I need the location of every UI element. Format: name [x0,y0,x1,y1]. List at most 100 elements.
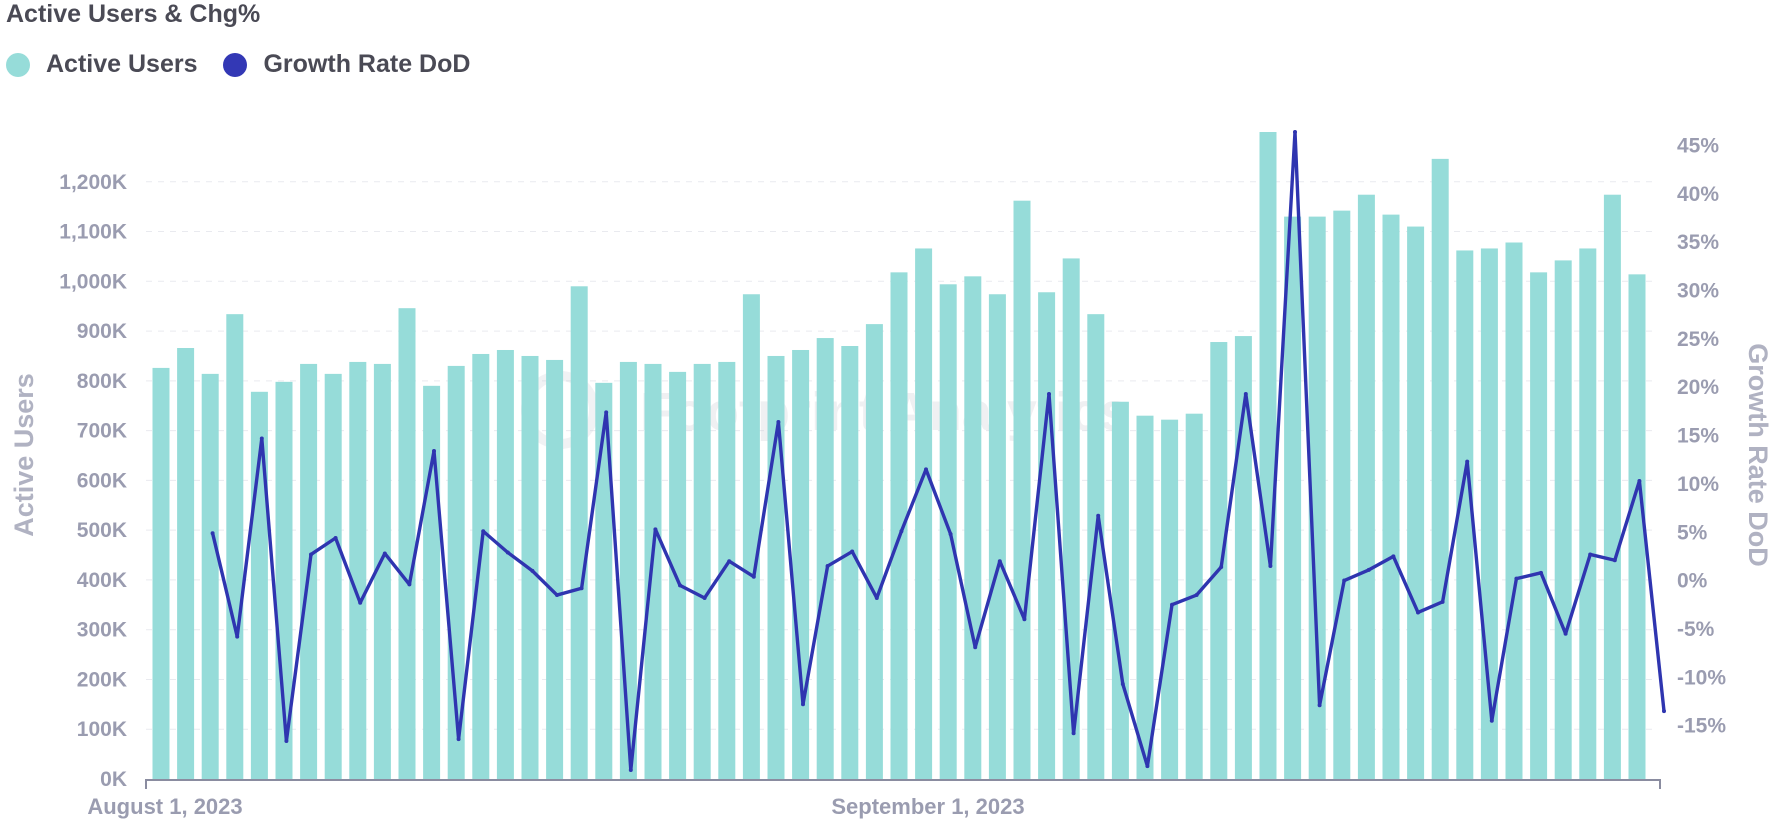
growth-rate-point[interactable] [874,595,879,600]
active-users-bar[interactable] [988,294,1006,779]
active-users-bar[interactable] [595,382,613,779]
growth-rate-point[interactable] [727,559,732,564]
growth-rate-point[interactable] [259,436,264,441]
active-users-bar[interactable] [373,363,391,779]
growth-rate-point[interactable] [1022,617,1027,622]
growth-rate-point[interactable] [530,568,535,573]
growth-rate-point[interactable] [850,549,855,554]
growth-rate-point[interactable] [382,551,387,556]
growth-rate-point[interactable] [1342,578,1347,583]
growth-rate-point[interactable] [1194,593,1199,598]
growth-rate-point[interactable] [973,645,978,650]
active-users-bar[interactable] [1111,401,1129,779]
growth-rate-point[interactable] [801,702,805,707]
growth-rate-point[interactable] [358,600,363,605]
growth-rate-point[interactable] [555,593,559,598]
active-users-bar[interactable] [1210,342,1228,779]
active-users-bar[interactable] [964,276,982,779]
growth-rate-point[interactable] [653,527,658,532]
growth-rate-point[interactable] [1293,130,1297,134]
active-users-bar[interactable] [1333,210,1351,780]
active-users-bar[interactable] [742,294,760,779]
growth-rate-point[interactable] [678,583,682,588]
growth-rate-point[interactable] [1514,576,1519,581]
growth-rate-point[interactable] [604,410,609,415]
active-users-bar[interactable] [1013,200,1031,780]
active-users-bar[interactable] [792,349,810,779]
growth-rate-point[interactable] [1317,703,1322,708]
active-users-bar[interactable] [1554,260,1572,779]
active-users-bar[interactable] [1603,194,1621,779]
growth-rate-point[interactable] [1120,681,1125,686]
active-users-bar[interactable] [644,363,662,779]
active-users-bar[interactable] [693,363,711,779]
active-users-bar[interactable] [177,347,195,779]
growth-rate-point[interactable] [628,768,633,773]
active-users-bar[interactable] [1308,216,1326,780]
growth-rate-point[interactable] [1145,764,1150,769]
active-users-bar[interactable] [1407,226,1425,780]
active-users-bar[interactable] [1382,214,1400,779]
active-users-bar[interactable] [472,353,490,779]
active-users-bar[interactable] [423,385,441,779]
growth-rate-point[interactable] [1612,558,1617,563]
growth-rate-point[interactable] [997,559,1002,564]
growth-rate-point[interactable] [899,529,904,534]
growth-rate-point[interactable] [1465,459,1470,464]
growth-rate-point[interactable] [235,634,240,639]
growth-rate-point[interactable] [407,582,412,587]
growth-rate-point[interactable] [1539,570,1543,575]
active-users-bar[interactable] [1284,216,1302,780]
growth-rate-point[interactable] [481,529,486,534]
active-users-bar[interactable] [1579,248,1597,779]
growth-rate-point[interactable] [1366,567,1371,572]
growth-rate-point[interactable] [1440,599,1445,604]
growth-rate-point[interactable] [1243,391,1248,396]
growth-rate-point[interactable] [309,552,313,557]
growth-rate-point[interactable] [579,586,584,591]
growth-rate-point[interactable] [1563,631,1568,636]
active-users-bar[interactable] [1357,194,1375,779]
growth-rate-point[interactable] [210,531,215,536]
growth-rate-point[interactable] [333,536,338,541]
growth-rate-point[interactable] [1662,709,1666,714]
growth-rate-point[interactable] [284,739,289,744]
growth-rate-point[interactable] [456,737,461,742]
active-users-bar[interactable] [152,367,170,779]
active-users-bar[interactable] [1431,158,1449,780]
growth-rate-point[interactable] [776,420,781,425]
active-users-bar[interactable] [1456,250,1474,779]
growth-rate-point[interactable] [1268,564,1273,569]
growth-rate-point[interactable] [1588,552,1593,557]
growth-rate-point[interactable] [1170,602,1174,607]
active-users-bar[interactable] [865,324,883,779]
active-users-bar[interactable] [1136,415,1154,779]
active-users-bar[interactable] [201,373,219,779]
active-users-bar[interactable] [349,361,367,779]
active-users-bar[interactable] [841,346,859,779]
active-users-bar[interactable] [226,314,244,779]
active-users-bar[interactable] [496,349,514,779]
active-users-bar[interactable] [915,248,933,779]
active-users-bar[interactable] [1259,132,1277,779]
legend-item-growth-rate[interactable]: Growth Rate DoD [223,50,470,79]
growth-rate-point[interactable] [1637,478,1642,483]
active-users-bar[interactable] [1038,292,1056,779]
active-users-bar[interactable] [1161,419,1179,779]
active-users-bar[interactable] [816,338,834,779]
active-users-bar[interactable] [398,308,416,779]
growth-rate-point[interactable] [432,449,436,454]
active-users-bar[interactable] [1628,274,1646,779]
active-users-bar[interactable] [546,359,564,779]
growth-rate-point[interactable] [751,574,756,579]
growth-rate-point[interactable] [1219,565,1224,570]
active-users-bar[interactable] [324,373,342,779]
growth-rate-point[interactable] [1071,731,1076,736]
growth-rate-point[interactable] [1391,554,1396,559]
growth-rate-point[interactable] [1047,391,1051,396]
growth-rate-point[interactable] [1489,718,1494,723]
active-users-bar[interactable] [767,355,785,779]
growth-rate-point[interactable] [924,467,928,472]
growth-rate-point[interactable] [948,532,953,537]
active-users-bar[interactable] [570,286,588,779]
